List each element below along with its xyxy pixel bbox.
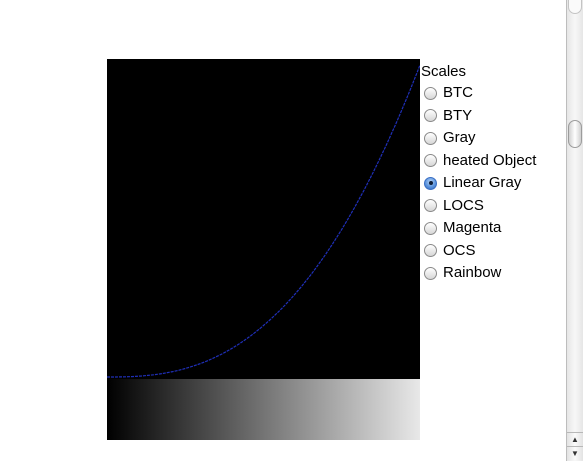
scale-option-label: Linear Gray	[443, 174, 522, 191]
scale-option-gray[interactable]: Gray	[421, 127, 563, 150]
scale-option-btc[interactable]: BTC	[421, 82, 563, 105]
vertical-scrollbar[interactable]: ▲ ▼	[566, 0, 583, 461]
scale-radio-group: BTC BTY Gray heated Object Linear Gray L…	[421, 82, 563, 285]
scale-option-label: LOCS	[443, 196, 484, 214]
radio-bty[interactable]	[424, 109, 437, 123]
scale-option-label: BTC	[443, 84, 473, 101]
scroll-up-arrow-icon[interactable]: ▲	[567, 432, 583, 446]
scale-option-label: Rainbow	[443, 264, 502, 281]
scale-option-label: BTY	[443, 106, 473, 124]
color-scale-gradient-bar	[107, 379, 420, 440]
scale-option-heated-object[interactable]: heated Object	[421, 150, 563, 173]
scale-option-locs[interactable]: LOCS	[421, 195, 563, 218]
color-scale-plot	[107, 59, 420, 379]
radio-ocs[interactable]	[424, 244, 437, 258]
scale-option-ocs[interactable]: OCS	[421, 240, 563, 263]
scales-title: Scales	[421, 63, 467, 80]
radio-btc[interactable]	[424, 86, 437, 100]
radio-magenta[interactable]	[424, 221, 437, 235]
scrollbar-thumb[interactable]	[568, 120, 582, 148]
scale-option-bty[interactable]: BTY	[421, 105, 563, 128]
scales-panel: Scales BTC BTY Gray heated Object Linear…	[421, 62, 563, 285]
radio-rainbow[interactable]	[424, 266, 437, 280]
scale-option-rainbow[interactable]: Rainbow	[421, 262, 563, 285]
scale-option-magenta[interactable]: Magenta	[421, 217, 563, 240]
scroll-down-arrow-icon[interactable]: ▼	[567, 446, 583, 460]
radio-linear-gray[interactable]	[424, 176, 437, 190]
scale-option-linear-gray[interactable]: Linear Gray	[421, 172, 563, 195]
scale-curve-chart	[107, 64, 420, 378]
scale-curve	[107, 64, 420, 378]
scale-option-label: Gray	[443, 129, 476, 146]
scale-option-label: OCS	[443, 241, 476, 259]
radio-gray[interactable]	[424, 131, 437, 145]
radio-locs[interactable]	[424, 199, 437, 213]
scale-option-label: heated Object	[443, 151, 537, 169]
scale-option-label: Magenta	[443, 219, 502, 236]
scrollbar-track-cap	[568, 0, 582, 14]
radio-heated-object[interactable]	[424, 154, 437, 168]
